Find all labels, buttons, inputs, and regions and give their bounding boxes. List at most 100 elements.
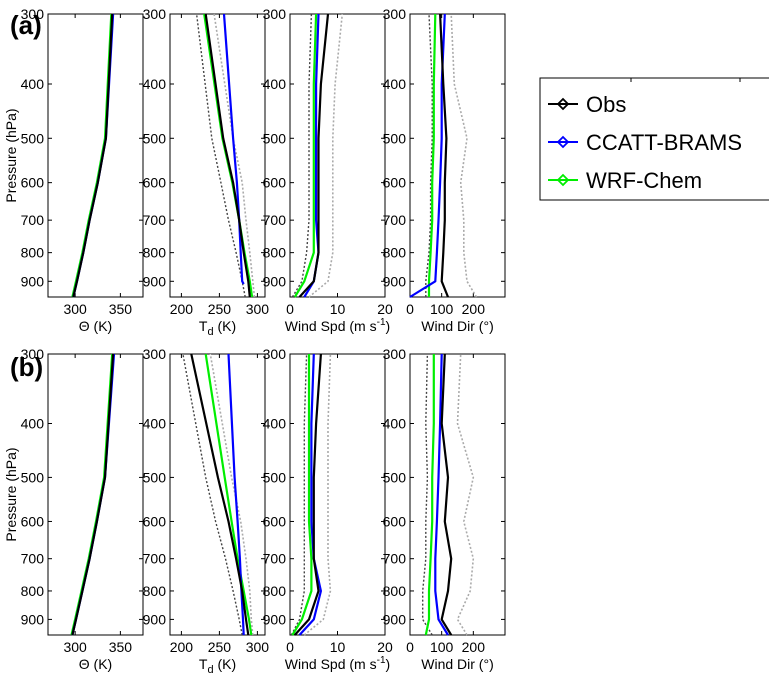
series-line-wrf-chem [427,13,437,297]
y-tick-label: 500 [263,469,287,485]
x-axis-label: Wind Dir (°) [421,656,493,672]
series-line-ccatt-brams [409,13,446,298]
series-line-wrf-chem [291,354,313,636]
y-tick-label: 300 [21,346,45,362]
y-tick-label: 800 [143,245,167,261]
x-tick-label: 0 [406,301,414,317]
series-line-ccatt-brams [72,13,115,298]
panel-label-b: (b) [10,352,44,382]
x-tick-label: 20 [377,301,393,317]
series-line-obs [204,13,251,298]
series-line-wrf-chem [71,13,113,298]
series-line-ccatt-brams [71,353,116,636]
y-tick-label: 500 [21,130,45,146]
series-line-obs-low [422,353,433,636]
x-axis-label: Wind Dir (°) [421,318,493,334]
y-tick-label: 800 [143,583,167,599]
x-tick-label: 200 [170,639,194,655]
series-line-obs-high [303,353,332,636]
legend-label: Obs [586,92,626,117]
y-tick-label: 800 [263,245,287,261]
y-tick-label: 400 [21,76,45,92]
x-tick-label: 10 [330,301,346,317]
x-tick-label: 100 [430,639,454,655]
y-tick-label: 400 [143,76,167,92]
y-tick-label: 500 [383,130,407,146]
y-tick-label: 300 [143,346,167,362]
x-tick-label: 200 [462,639,486,655]
x-axis-label: Td (K) [199,656,236,676]
x-axis-label: Wind Spd (m s-1) [285,655,390,672]
series-line-obs-low [291,13,313,298]
x-axis-label: Wind Spd (m s-1) [285,317,390,334]
y-tick-label: 700 [143,551,167,567]
y-tick-label: 800 [263,583,287,599]
axes-frame [409,13,506,298]
y-tick-label: 900 [21,611,45,627]
x-axis-label: Td (K) [199,318,236,338]
series-line-obs-high [450,13,478,298]
x-tick-label: 250 [208,301,232,317]
axes-frame [47,353,144,636]
y-tick-label: 600 [383,175,407,191]
series-line-ccatt-brams [227,353,245,636]
y-tick-label: 300 [383,346,407,362]
y-tick-label: 400 [263,415,287,431]
y-axis-label: Pressure (hPa) [3,447,19,541]
y-tick-label: 400 [383,76,407,92]
x-tick-label: 350 [109,639,133,655]
x-tick-label: 300 [63,301,87,317]
y-tick-label: 400 [21,415,45,431]
series-line-ccatt-brams [434,353,449,636]
y-tick-label: 300 [21,6,45,22]
x-tick-label: 200 [170,301,194,317]
x-tick-label: 10 [330,639,346,655]
y-tick-label: 400 [143,415,167,431]
y-tick-label: 300 [143,6,167,22]
y-tick-label: 800 [21,583,45,599]
y-tick-label: 900 [21,273,45,289]
x-tick-label: 300 [246,301,270,317]
y-tick-label: 700 [143,212,167,228]
y-tick-label: 600 [21,175,45,191]
x-tick-label: 0 [406,639,414,655]
y-tick-label: 900 [383,611,407,627]
panel-label-a: (a) [10,10,42,40]
series-line-wrf-chem [70,353,114,636]
y-tick-label: 500 [143,469,167,485]
y-tick-label: 700 [21,212,45,228]
series-line-obs-low [182,353,243,636]
legend-label: CCATT-BRAMS [586,130,742,155]
y-tick-label: 700 [383,551,407,567]
series-line-obs-high [209,353,254,636]
y-tick-label: 300 [383,6,407,22]
series-line-obs [440,353,453,636]
y-tick-label: 500 [143,130,167,146]
series-line-ccatt-brams [222,13,245,285]
y-tick-label: 900 [263,273,287,289]
series-line-obs [298,13,330,298]
legend: Obs CCATT-BRAMS WRF-Chem [539,77,769,201]
series-line-obs [439,13,450,298]
x-tick-label: 0 [286,301,294,317]
series-line-obs-low [290,353,308,636]
x-tick-label: 350 [109,301,133,317]
x-tick-label: 100 [430,301,454,317]
y-tick-label: 800 [383,583,407,599]
y-tick-label: 600 [143,175,167,191]
axes-frame [289,13,386,298]
x-tick-label: 200 [462,301,486,317]
y-tick-label: 600 [21,513,45,529]
axes-frame [47,13,144,298]
x-tick-label: 20 [377,639,393,655]
y-tick-label: 700 [263,212,287,228]
y-tick-label: 400 [263,76,287,92]
y-tick-label: 600 [263,175,287,191]
